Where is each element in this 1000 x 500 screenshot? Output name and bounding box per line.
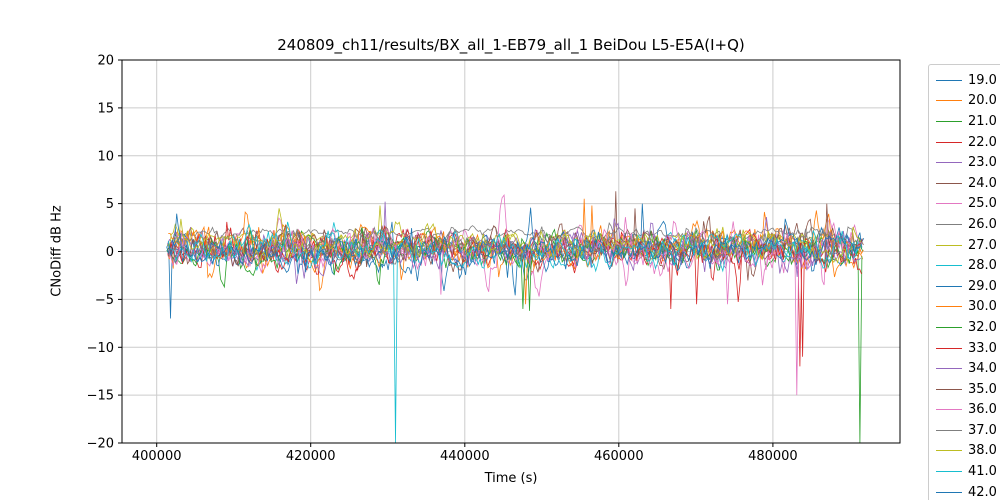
legend-line-swatch — [936, 285, 962, 287]
legend-line-swatch — [936, 368, 962, 370]
legend-entry: 32.0 — [936, 317, 1000, 338]
legend-entry: 30.0 — [936, 297, 1000, 318]
legend-label: 42.0 — [968, 484, 997, 500]
legend-entry: 21.0 — [936, 111, 1000, 132]
legend-label: 19.0 — [968, 72, 997, 88]
legend-entry: 22.0 — [936, 132, 1000, 153]
legend-line-swatch — [936, 203, 962, 205]
legend-line-swatch — [936, 409, 962, 411]
series-line-36.0 — [168, 193, 863, 396]
legend-line-swatch — [936, 223, 962, 225]
legend-entry: 42.0 — [936, 482, 1000, 500]
legend-label: 34.0 — [968, 361, 997, 377]
series-line-35.0 — [167, 203, 864, 281]
legend-entry: 38.0 — [936, 441, 1000, 462]
legend-line-swatch — [936, 182, 962, 184]
legend-entry: 26.0 — [936, 214, 1000, 235]
legend-entry: 20.0 — [936, 91, 1000, 112]
legend-label: 30.0 — [968, 299, 997, 315]
legend-line-swatch — [936, 388, 962, 390]
y-tick-label: −15 — [87, 389, 114, 404]
x-axis-label: Time (s) — [484, 471, 538, 486]
y-tick-label: 5 — [106, 197, 114, 212]
legend-label: 36.0 — [968, 402, 997, 418]
legend-label: 27.0 — [968, 237, 997, 253]
legend-label: 28.0 — [968, 258, 997, 274]
legend-entry: 24.0 — [936, 173, 1000, 194]
legend-entry: 29.0 — [936, 276, 1000, 297]
legend-line-swatch — [936, 326, 962, 328]
legend-entry: 36.0 — [936, 400, 1000, 421]
legend-label: 24.0 — [968, 175, 997, 191]
y-tick-label: 20 — [97, 54, 114, 69]
legend-label: 29.0 — [968, 278, 997, 294]
legend-label: 26.0 — [968, 216, 997, 232]
x-tick-label: 420000 — [286, 449, 336, 464]
legend-label: 41.0 — [968, 464, 997, 480]
legend-entry: 27.0 — [936, 235, 1000, 256]
legend-label: 22.0 — [968, 134, 997, 150]
legend-line-swatch — [936, 79, 962, 81]
legend-line-swatch — [936, 265, 962, 267]
legend-label: 23.0 — [968, 155, 997, 171]
y-tick-label: −5 — [95, 293, 114, 308]
y-tick-label: 0 — [106, 245, 114, 260]
legend-line-swatch — [936, 120, 962, 122]
legend-label: 25.0 — [968, 196, 997, 212]
legend-line-swatch — [936, 450, 962, 452]
legend-line-swatch — [936, 491, 962, 493]
legend-entry: 23.0 — [936, 152, 1000, 173]
legend-entry: 35.0 — [936, 379, 1000, 400]
y-tick-label: 10 — [97, 149, 114, 164]
legend-entry: 37.0 — [936, 420, 1000, 441]
legend-label: 37.0 — [968, 422, 997, 438]
legend-line-swatch — [936, 429, 962, 431]
legend: 19.0 20.0 21.0 22.0 23.0 24.0 25.0 26.0 27.0 28.0… — [928, 64, 1000, 500]
x-tick-label: 440000 — [440, 449, 490, 464]
y-tick-label: −10 — [87, 341, 114, 356]
legend-label: 32.0 — [968, 319, 997, 335]
x-tick-label: 400000 — [132, 449, 182, 464]
series-line-42.0 — [168, 213, 861, 282]
legend-line-swatch — [936, 306, 962, 308]
x-tick-label: 480000 — [748, 449, 798, 464]
y-tick-label: 15 — [97, 101, 114, 116]
legend-entry: 25.0 — [936, 194, 1000, 215]
series-line-38.0 — [167, 208, 862, 264]
legend-entry: 34.0 — [936, 358, 1000, 379]
legend-label: 20.0 — [968, 93, 997, 109]
legend-entry: 28.0 — [936, 255, 1000, 276]
legend-label: 33.0 — [968, 340, 997, 356]
legend-label: 21.0 — [968, 113, 997, 129]
legend-label: 35.0 — [968, 381, 997, 397]
legend-line-swatch — [936, 162, 962, 164]
x-tick-label: 460000 — [594, 449, 644, 464]
legend-label: 38.0 — [968, 443, 997, 459]
legend-entry: 19.0 — [936, 70, 1000, 91]
legend-entry: 41.0 — [936, 461, 1000, 482]
legend-line-swatch — [936, 471, 962, 473]
legend-line-swatch — [936, 100, 962, 102]
series-line-34.0 — [167, 217, 861, 277]
y-tick-label: −20 — [87, 437, 114, 452]
legend-line-swatch — [936, 141, 962, 143]
chart-title: 240809_ch11/results/BX_all_1-EB79_all_1 … — [277, 36, 745, 54]
legend-line-swatch — [936, 244, 962, 246]
legend-line-swatch — [936, 347, 962, 349]
legend-entry: 33.0 — [936, 338, 1000, 359]
